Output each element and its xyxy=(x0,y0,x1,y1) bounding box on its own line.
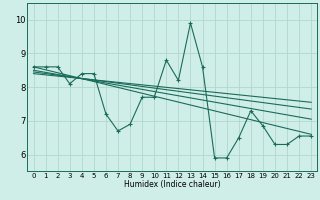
X-axis label: Humidex (Indice chaleur): Humidex (Indice chaleur) xyxy=(124,180,221,189)
